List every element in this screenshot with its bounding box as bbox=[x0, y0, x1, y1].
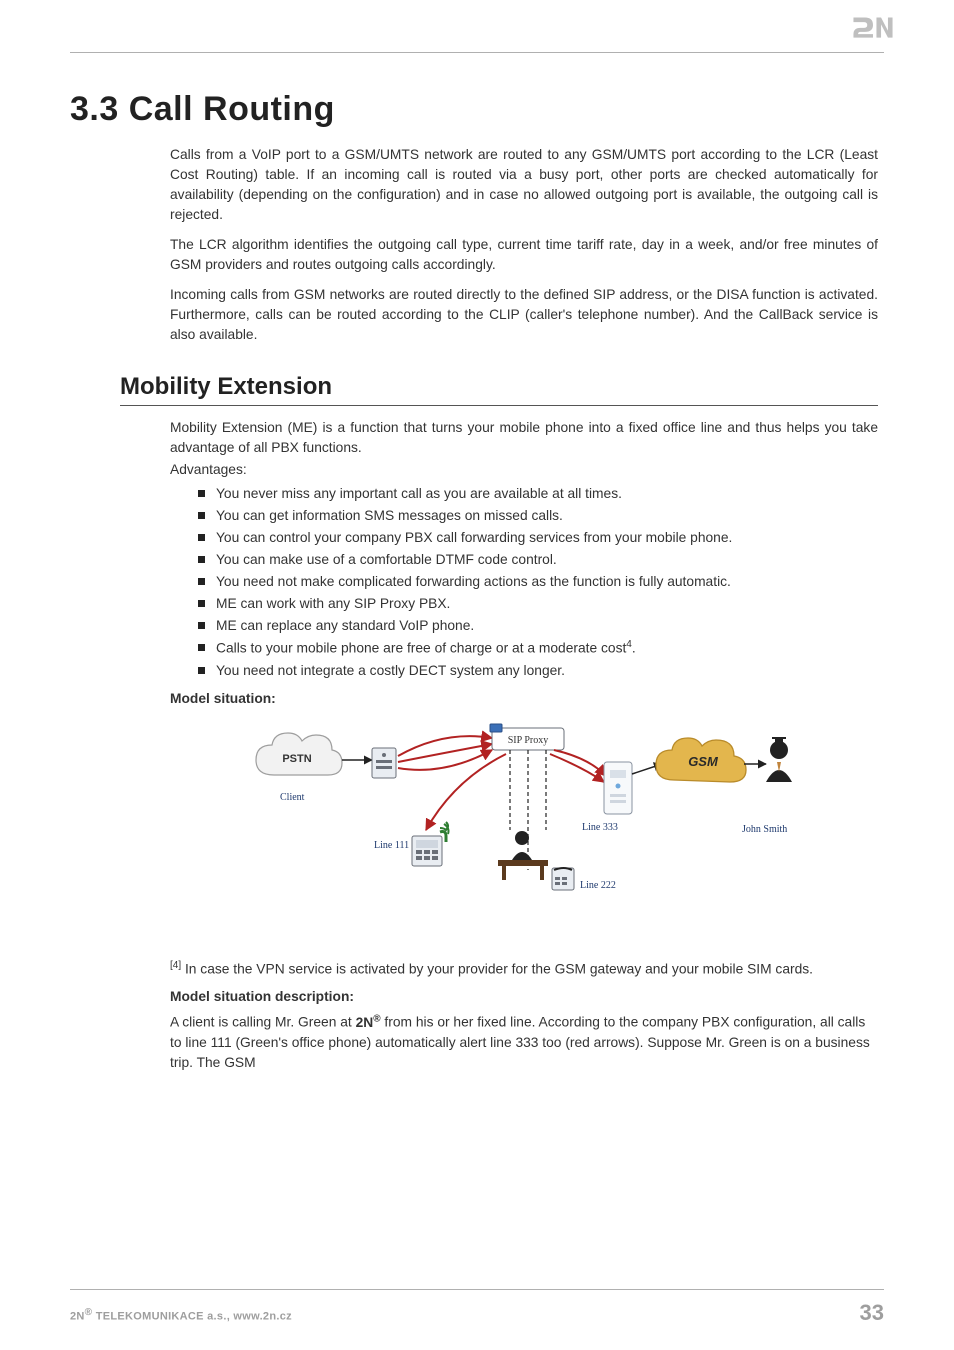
gsm-cloud: GSM bbox=[656, 738, 746, 782]
router-icon bbox=[372, 748, 396, 778]
model-description-label: Model situation description: bbox=[170, 989, 878, 1004]
footer-left: 2N® TELEKOMUNIKACE a.s., www.2n.cz bbox=[70, 1307, 292, 1323]
sip-label: SIP Proxy bbox=[508, 735, 548, 746]
brand-2n: 2N bbox=[356, 1015, 374, 1030]
client-label: Client bbox=[280, 792, 305, 803]
list-item: You can control your company PBX call fo… bbox=[198, 528, 878, 548]
footnote-text: In case the VPN service is activated by … bbox=[185, 961, 813, 976]
sip-proxy: SIP Proxy bbox=[490, 724, 564, 750]
list-item: You can make use of a comfortable DTMF c… bbox=[198, 550, 878, 570]
line111-label: Line 111 bbox=[374, 840, 409, 851]
list-item: You can get information SMS messages on … bbox=[198, 506, 878, 526]
model-diagram: PSTN Client bbox=[170, 720, 878, 935]
line333-label: Line 333 bbox=[582, 822, 618, 833]
intro-block: Calls from a VoIP port to a GSM/UMTS net… bbox=[170, 145, 878, 345]
list-item: You never miss any important call as you… bbox=[198, 484, 878, 504]
gateway-icon bbox=[604, 762, 632, 814]
model-situation-label: Model situation: bbox=[170, 691, 878, 706]
paragraph: Calls from a VoIP port to a GSM/UMTS net… bbox=[170, 145, 878, 225]
page: 3.3 Call Routing Calls from a VoIP port … bbox=[0, 0, 954, 1350]
logo-2n-svg bbox=[850, 14, 896, 44]
section-heading-mobility: Mobility Extension bbox=[120, 373, 884, 401]
footnote-marker: [4] bbox=[170, 960, 181, 971]
pstn-cloud: PSTN bbox=[256, 733, 342, 775]
reg-mark: ® bbox=[373, 1013, 380, 1024]
footnote-ref: 4 bbox=[626, 639, 632, 650]
section-rule bbox=[120, 405, 878, 406]
john-label: John Smith bbox=[742, 824, 787, 835]
paragraph: A client is calling Mr. Green at 2N® fro… bbox=[170, 1012, 878, 1073]
desk-person-icon bbox=[498, 831, 548, 880]
paragraph: Incoming calls from GSM networks are rou… bbox=[170, 285, 878, 345]
page-number: 33 bbox=[860, 1300, 884, 1326]
page-footer: 2N® TELEKOMUNIKACE a.s., www.2n.cz 33 bbox=[70, 1289, 884, 1326]
advantages-list: You never miss any important call as you… bbox=[198, 484, 878, 681]
list-item: ME can work with any SIP Proxy PBX. bbox=[198, 594, 878, 614]
fax-icon bbox=[412, 822, 449, 866]
john-icon bbox=[766, 737, 792, 782]
list-item: ME can replace any standard VoIP phone. bbox=[198, 616, 878, 636]
pstn-label: PSTN bbox=[282, 753, 311, 765]
footer-rule bbox=[70, 1289, 884, 1290]
paragraph: The LCR algorithm identifies the outgoin… bbox=[170, 235, 878, 275]
paragraph: Mobility Extension (ME) is a function th… bbox=[170, 418, 878, 458]
line222-label: Line 222 bbox=[580, 880, 616, 891]
list-item-text: Calls to your mobile phone are free of c… bbox=[216, 641, 626, 656]
mobility-block: Mobility Extension (ME) is a function th… bbox=[170, 418, 878, 1073]
gsm-label: GSM bbox=[688, 754, 719, 769]
model-diagram-svg: PSTN Client bbox=[244, 720, 804, 930]
footnote: [4] In case the VPN service is activated… bbox=[170, 959, 878, 980]
model-desc-text: A client is calling Mr. Green at bbox=[170, 1015, 356, 1030]
list-item: You need not make complicated forwarding… bbox=[198, 572, 878, 592]
header-rule bbox=[70, 52, 884, 53]
content-area: 3.3 Call Routing Calls from a VoIP port … bbox=[70, 90, 884, 1073]
list-item: You need not integrate a costly DECT sys… bbox=[198, 661, 878, 681]
logo-2n bbox=[850, 14, 896, 49]
footer-brand: 2N bbox=[70, 1311, 85, 1323]
advantages-label: Advantages: bbox=[170, 460, 878, 480]
list-item: Calls to your mobile phone are free of c… bbox=[198, 638, 878, 659]
page-title: 3.3 Call Routing bbox=[70, 90, 884, 129]
desk-phone-icon bbox=[552, 868, 574, 890]
footer-company: TELEKOMUNIKACE a.s., www.2n.cz bbox=[92, 1311, 292, 1323]
